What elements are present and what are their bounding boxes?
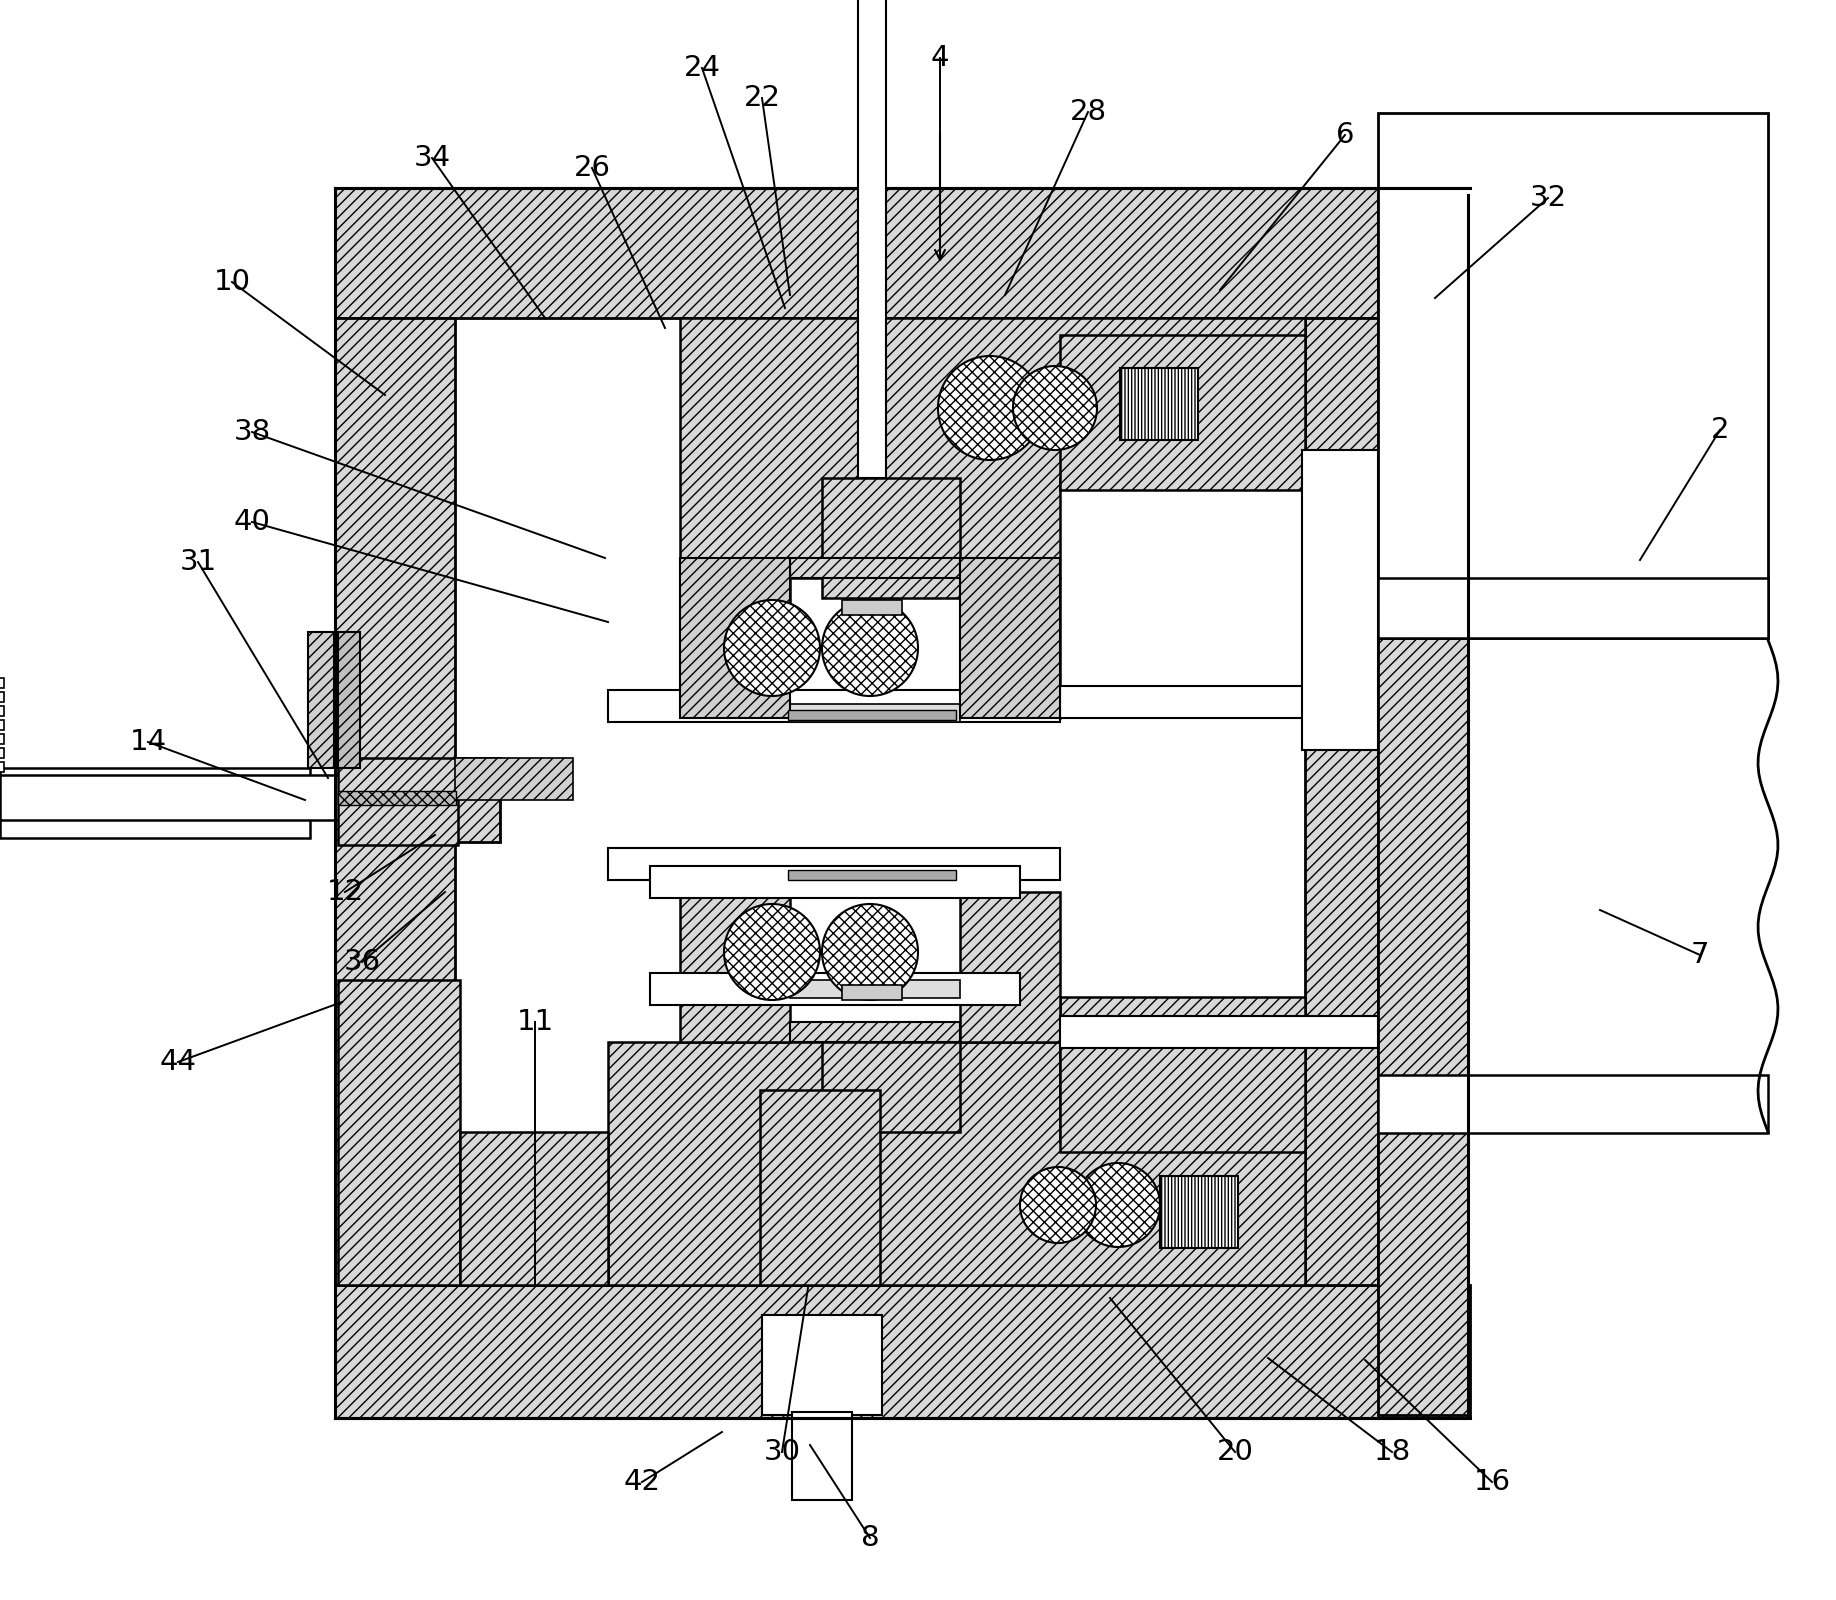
- Polygon shape: [960, 893, 1059, 1042]
- Text: 31: 31: [180, 547, 217, 576]
- Polygon shape: [334, 1285, 1471, 1418]
- Text: 36: 36: [343, 947, 380, 976]
- Text: 11: 11: [516, 1008, 554, 1037]
- Circle shape: [1013, 366, 1096, 450]
- Circle shape: [1076, 1163, 1160, 1246]
- Bar: [338, 632, 360, 768]
- Bar: [1059, 997, 1305, 1152]
- Bar: [0, 706, 4, 717]
- Text: 28: 28: [1069, 98, 1107, 126]
- Text: 20: 20: [1217, 1438, 1254, 1466]
- Bar: [608, 690, 1059, 722]
- Polygon shape: [679, 318, 1305, 578]
- Bar: [0, 734, 4, 744]
- Text: 4: 4: [931, 43, 949, 72]
- Text: 10: 10: [213, 267, 250, 296]
- Polygon shape: [679, 893, 789, 1042]
- Text: 22: 22: [744, 83, 780, 112]
- Polygon shape: [960, 578, 1059, 718]
- Bar: [608, 848, 1059, 880]
- Text: 44: 44: [160, 1048, 196, 1075]
- Bar: [650, 866, 1021, 898]
- Bar: [650, 973, 1021, 1005]
- Bar: [1379, 578, 1768, 638]
- Bar: [0, 691, 4, 702]
- Bar: [1379, 1075, 1768, 1133]
- Bar: [1059, 686, 1379, 718]
- Circle shape: [823, 600, 918, 696]
- Bar: [308, 632, 334, 768]
- Text: 42: 42: [624, 1469, 661, 1496]
- Bar: [0, 678, 4, 688]
- Bar: [1302, 450, 1379, 750]
- Bar: [1160, 1176, 1237, 1248]
- Polygon shape: [679, 578, 789, 718]
- Polygon shape: [338, 758, 457, 845]
- Text: 6: 6: [1337, 122, 1355, 149]
- Circle shape: [938, 357, 1043, 461]
- Circle shape: [723, 904, 821, 1000]
- Polygon shape: [334, 187, 1471, 318]
- Bar: [843, 600, 901, 614]
- Polygon shape: [1379, 195, 1469, 1414]
- Bar: [0, 720, 4, 730]
- Bar: [1379, 114, 1768, 638]
- Text: 14: 14: [129, 728, 167, 757]
- Text: 2: 2: [1711, 416, 1730, 443]
- Polygon shape: [338, 979, 461, 1285]
- Circle shape: [823, 904, 918, 1000]
- Circle shape: [1021, 1166, 1096, 1243]
- Bar: [0, 749, 4, 758]
- Bar: [789, 704, 960, 722]
- Text: 8: 8: [861, 1523, 879, 1552]
- Bar: [1059, 334, 1305, 490]
- Polygon shape: [461, 1133, 608, 1285]
- Bar: [338, 790, 455, 805]
- Bar: [760, 1090, 879, 1285]
- Polygon shape: [823, 1042, 960, 1133]
- Bar: [1120, 368, 1199, 440]
- Polygon shape: [823, 478, 960, 598]
- Bar: [788, 870, 957, 880]
- Text: 7: 7: [1691, 941, 1709, 970]
- Bar: [455, 758, 573, 800]
- Bar: [679, 558, 789, 718]
- Bar: [789, 1022, 960, 1042]
- Bar: [0, 768, 310, 838]
- Bar: [789, 979, 960, 998]
- Text: 30: 30: [764, 1438, 800, 1466]
- Bar: [960, 558, 1059, 718]
- Bar: [788, 710, 957, 720]
- Text: 38: 38: [233, 418, 270, 446]
- Text: 18: 18: [1373, 1438, 1410, 1466]
- Bar: [762, 1315, 881, 1414]
- Circle shape: [723, 600, 821, 696]
- Text: 26: 26: [573, 154, 611, 182]
- Text: 16: 16: [1474, 1469, 1511, 1496]
- Text: 34: 34: [413, 144, 450, 171]
- Polygon shape: [1305, 318, 1379, 1285]
- Bar: [791, 1411, 852, 1501]
- Polygon shape: [608, 1042, 1305, 1285]
- Bar: [0, 762, 4, 773]
- Text: 40: 40: [233, 509, 270, 536]
- Bar: [857, 0, 887, 478]
- Bar: [1059, 1016, 1379, 1048]
- Bar: [0, 774, 340, 819]
- Bar: [843, 986, 901, 1000]
- Polygon shape: [334, 318, 499, 1285]
- Text: 24: 24: [683, 54, 720, 82]
- Text: 12: 12: [327, 878, 364, 906]
- Text: 32: 32: [1529, 184, 1566, 211]
- Bar: [789, 558, 960, 578]
